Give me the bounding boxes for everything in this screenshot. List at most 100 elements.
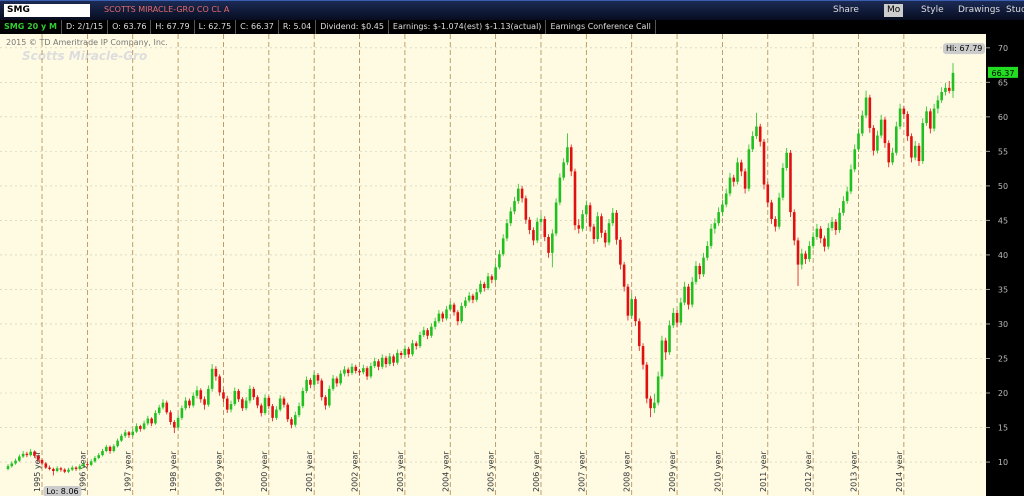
candle-body bbox=[600, 216, 603, 233]
watermark: Scotts Miracle-Gro bbox=[22, 49, 147, 63]
x-tick-label: 2005 year bbox=[487, 451, 496, 492]
candle-body bbox=[29, 451, 32, 456]
x-tick-label: 2002 year bbox=[351, 451, 360, 492]
candle-body bbox=[203, 399, 206, 405]
candle-body bbox=[698, 265, 702, 275]
candle-body bbox=[173, 422, 176, 428]
candle-body bbox=[562, 162, 565, 178]
candle-body bbox=[902, 108, 906, 115]
candle-body bbox=[747, 149, 751, 189]
candle-body bbox=[664, 340, 668, 353]
candle-body bbox=[452, 304, 456, 313]
candle-body bbox=[777, 197, 781, 227]
candle-body bbox=[225, 398, 229, 410]
y-tick-label: 35 bbox=[998, 285, 1008, 294]
candle-body bbox=[411, 343, 414, 355]
candle-body bbox=[154, 413, 157, 424]
candle-body bbox=[331, 378, 335, 389]
candle-body bbox=[929, 111, 932, 129]
period-button[interactable]: Mo bbox=[884, 4, 904, 17]
candle-body bbox=[690, 281, 694, 305]
candle-body bbox=[297, 406, 301, 416]
candle-body bbox=[857, 133, 860, 150]
style-button[interactable]: Style bbox=[921, 5, 944, 15]
drawings-button[interactable]: Drawings bbox=[958, 5, 1001, 15]
candle-body bbox=[611, 212, 615, 224]
candle-body bbox=[301, 390, 305, 407]
candle-body bbox=[826, 228, 830, 247]
candle-body bbox=[713, 223, 717, 229]
candle-body bbox=[316, 375, 320, 381]
candle-body bbox=[823, 238, 826, 247]
candle-body bbox=[728, 177, 732, 194]
candle-body bbox=[441, 313, 444, 319]
info-item: Earnings: $-1.074(est) $-1.13(actual) bbox=[389, 20, 547, 34]
candle-body bbox=[585, 205, 588, 215]
candle-body bbox=[603, 232, 607, 243]
last-price: 66.37 bbox=[992, 69, 1015, 78]
candle-body bbox=[445, 309, 448, 319]
candle-body bbox=[687, 286, 690, 305]
candle-body bbox=[543, 219, 547, 237]
candle-body bbox=[569, 147, 573, 172]
candle-body bbox=[222, 392, 225, 399]
candle-body bbox=[743, 171, 747, 189]
candle-body bbox=[135, 426, 138, 432]
candle-body bbox=[482, 283, 486, 289]
info-item: SMG 20 y M bbox=[0, 20, 62, 34]
candle-body bbox=[384, 357, 388, 365]
candle-body bbox=[925, 111, 928, 124]
low-label-box bbox=[43, 486, 82, 496]
candle-body bbox=[293, 415, 297, 425]
x-tick-label: 2013 year bbox=[850, 451, 859, 492]
candle-body bbox=[139, 426, 142, 429]
candle-body bbox=[626, 286, 630, 316]
candle-body bbox=[520, 188, 524, 199]
candle-body bbox=[248, 388, 252, 401]
y-tick-label: 30 bbox=[998, 320, 1008, 329]
candle-body bbox=[679, 302, 683, 323]
candle-body bbox=[396, 352, 399, 363]
candle-body bbox=[123, 432, 127, 436]
x-tick-label: 1995 year bbox=[33, 451, 42, 492]
candle-body bbox=[271, 406, 274, 418]
candle-body bbox=[505, 223, 509, 239]
candle-body bbox=[475, 292, 479, 300]
candle-body bbox=[898, 108, 902, 127]
candle-body bbox=[82, 464, 85, 467]
candle-body bbox=[615, 212, 618, 240]
candle-body bbox=[377, 361, 380, 367]
candle-body bbox=[683, 286, 686, 303]
candle-body bbox=[97, 455, 101, 458]
candle-body bbox=[437, 313, 441, 322]
candle-body bbox=[781, 167, 785, 198]
candle-body bbox=[104, 446, 108, 452]
info-item: Dividend: $0.45 bbox=[316, 20, 389, 34]
candle-body bbox=[490, 276, 494, 280]
candle-body bbox=[887, 143, 891, 163]
y-tick-label: 40 bbox=[998, 251, 1008, 260]
candle-body bbox=[142, 423, 146, 429]
symbol-input[interactable]: SMG bbox=[4, 4, 90, 17]
candle-body bbox=[622, 264, 626, 287]
candle-body bbox=[535, 221, 539, 241]
candle-body bbox=[426, 330, 429, 336]
candle-body bbox=[430, 326, 433, 336]
candle-body bbox=[789, 152, 792, 213]
studies-button[interactable]: Stud bbox=[1006, 5, 1024, 15]
candle-body bbox=[414, 343, 418, 347]
candle-body bbox=[694, 265, 698, 282]
candle-body bbox=[10, 463, 14, 467]
y-tick-label: 70 bbox=[998, 44, 1008, 53]
candle-body bbox=[524, 198, 528, 220]
candle-body bbox=[233, 390, 237, 405]
candle-body bbox=[528, 219, 531, 231]
candle-body bbox=[309, 379, 312, 385]
candle-body bbox=[577, 225, 581, 229]
share-button[interactable]: Share bbox=[833, 5, 859, 15]
candle-body bbox=[448, 304, 452, 310]
candle-body bbox=[86, 464, 89, 465]
candle-body bbox=[634, 299, 637, 322]
candle-body bbox=[819, 228, 822, 239]
x-tick-label: 2014 year bbox=[895, 451, 904, 492]
